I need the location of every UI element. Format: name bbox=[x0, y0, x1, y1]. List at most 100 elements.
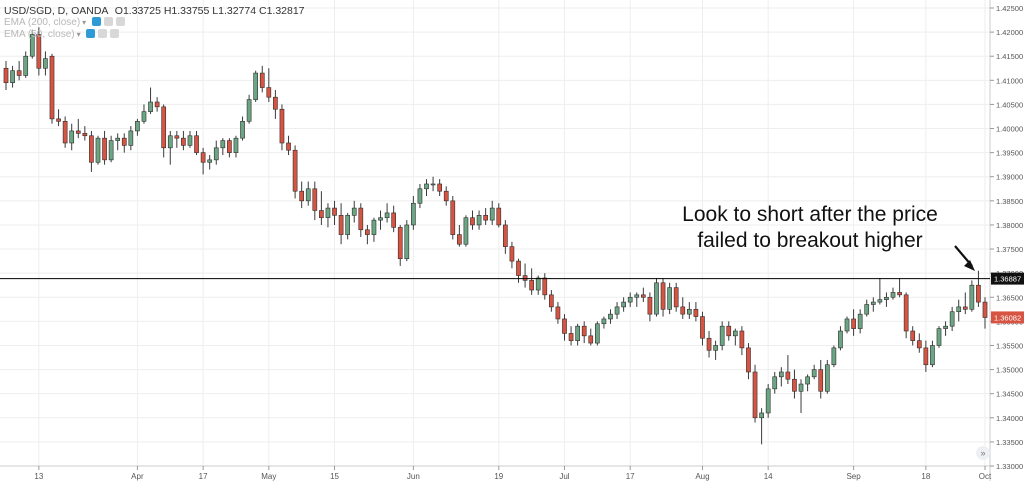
close-icon[interactable] bbox=[110, 29, 120, 38]
candle-down bbox=[680, 306, 686, 315]
candle-up bbox=[838, 330, 843, 349]
candle-down bbox=[673, 287, 679, 308]
candle-down bbox=[916, 340, 922, 349]
candle-down bbox=[752, 371, 758, 419]
candle-up bbox=[69, 130, 75, 144]
eye-icon[interactable] bbox=[86, 29, 96, 38]
candle-down bbox=[259, 72, 265, 88]
candle-down bbox=[923, 347, 929, 366]
candle-down bbox=[976, 284, 981, 303]
resistance-price-label: 1.36887 bbox=[994, 275, 1021, 284]
eye-icon[interactable] bbox=[91, 17, 101, 26]
candle-down bbox=[522, 275, 528, 281]
annotation-line-2: failed to breakout higher bbox=[697, 229, 923, 252]
candle-up bbox=[29, 34, 35, 57]
candle-down bbox=[3, 67, 9, 84]
x-tick-label: 18 bbox=[921, 472, 930, 481]
candle-up bbox=[371, 219, 377, 235]
candle-up bbox=[417, 188, 423, 204]
candle-up bbox=[23, 55, 29, 76]
close-icon[interactable] bbox=[115, 17, 125, 26]
chevron-down-icon[interactable]: ▾ bbox=[82, 18, 87, 27]
candle-up bbox=[220, 140, 226, 149]
candle-down bbox=[102, 137, 107, 161]
candle-up bbox=[325, 207, 331, 219]
candle-down bbox=[437, 183, 442, 192]
candle-down bbox=[286, 142, 291, 151]
candle-up bbox=[667, 287, 672, 310]
legend-ema-1: EMA (200, close) ▾ bbox=[4, 17, 125, 28]
x-tick-label: 14 bbox=[764, 472, 773, 481]
candle-up bbox=[877, 299, 883, 303]
resistance-price-tag bbox=[991, 272, 1024, 285]
y-tick-label: 1.41000 bbox=[996, 76, 1023, 85]
x-tick-label: Jun bbox=[407, 472, 420, 481]
ohlc-values: O1.33725 H1.33755 L1.32774 C1.32817 bbox=[114, 5, 305, 17]
candle-down bbox=[693, 309, 699, 317]
candle-down bbox=[516, 260, 521, 276]
candle-up bbox=[404, 224, 410, 259]
chevron-down-icon[interactable]: ▾ bbox=[76, 30, 81, 39]
candle-up bbox=[778, 371, 784, 378]
candle-up bbox=[148, 101, 153, 112]
candle-up bbox=[772, 376, 778, 390]
y-tick-label: 1.42000 bbox=[996, 28, 1023, 37]
candle-up bbox=[108, 140, 114, 161]
x-tick-label: May bbox=[261, 472, 276, 481]
candle-down bbox=[397, 227, 403, 259]
candle-down bbox=[785, 371, 791, 380]
candle-down bbox=[581, 325, 587, 337]
candle-up bbox=[864, 304, 870, 315]
candle-down bbox=[36, 34, 42, 69]
candle-up bbox=[384, 212, 390, 219]
annotation-arrowhead bbox=[964, 260, 975, 271]
candle-down bbox=[542, 277, 548, 296]
candle-down bbox=[16, 70, 22, 76]
x-tick-label: 17 bbox=[199, 472, 208, 481]
candle-down bbox=[391, 212, 396, 228]
y-tick-label: 1.34000 bbox=[996, 414, 1023, 423]
gear-icon[interactable] bbox=[103, 17, 113, 26]
candle-up bbox=[378, 217, 383, 221]
candle-down bbox=[312, 188, 318, 211]
candle-down bbox=[227, 140, 232, 153]
x-tick-label: 19 bbox=[494, 472, 503, 481]
y-tick-label: 1.34500 bbox=[996, 390, 1023, 399]
candle-up bbox=[345, 215, 351, 235]
candle-up bbox=[213, 147, 219, 161]
candle-down bbox=[568, 333, 574, 341]
candle-down bbox=[555, 306, 561, 320]
candle-down bbox=[897, 292, 902, 296]
candle-down bbox=[121, 137, 127, 146]
candle-up bbox=[128, 130, 134, 146]
gear-icon[interactable] bbox=[98, 29, 108, 38]
candle-down bbox=[332, 207, 337, 216]
candle-down bbox=[62, 120, 68, 144]
legend-main: USD/SGD, D, OANDA O1.33725 H1.33755 L1.3… bbox=[4, 5, 305, 17]
last-price-tag bbox=[991, 311, 1024, 324]
candle-up bbox=[167, 135, 173, 149]
candle-up bbox=[305, 188, 311, 202]
ema-1-label: EMA (200, close) bbox=[4, 17, 81, 28]
candle-up bbox=[141, 111, 147, 122]
candle-up bbox=[686, 309, 692, 315]
candle-up bbox=[115, 137, 121, 141]
candle-up bbox=[614, 306, 620, 315]
candle-up bbox=[713, 345, 718, 351]
candle-up bbox=[831, 347, 837, 366]
candle-down bbox=[562, 318, 567, 334]
candle-up bbox=[535, 277, 541, 291]
candle-down bbox=[549, 294, 554, 308]
candle-up bbox=[654, 282, 659, 315]
candle-up bbox=[969, 284, 975, 310]
candle-down bbox=[443, 190, 449, 202]
double-chevron-right-icon[interactable]: » bbox=[976, 446, 990, 460]
y-tick-label: 1.38000 bbox=[996, 221, 1023, 230]
candle-up bbox=[811, 369, 817, 378]
candle-up bbox=[43, 58, 48, 69]
x-tick-label: 13 bbox=[34, 472, 43, 481]
candle-up bbox=[351, 207, 357, 216]
candle-up bbox=[870, 301, 876, 305]
